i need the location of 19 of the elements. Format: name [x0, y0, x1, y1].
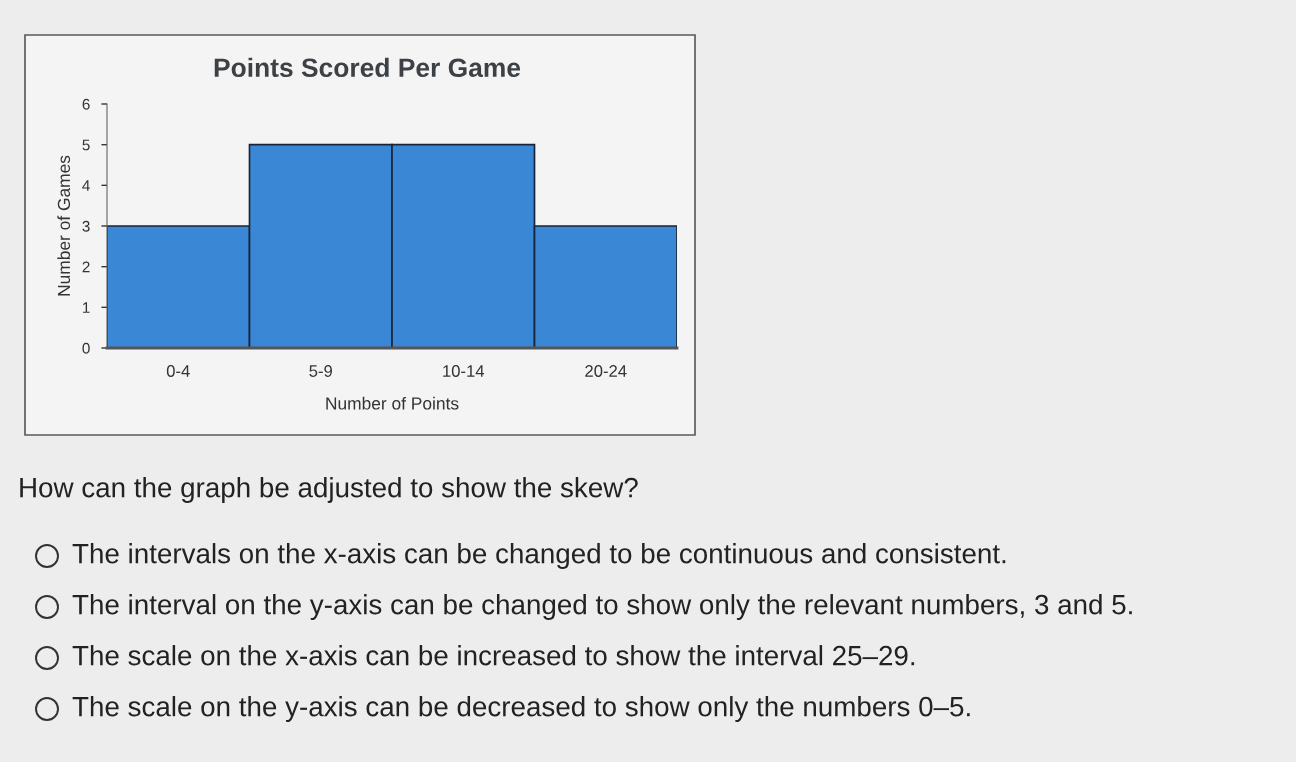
text: The scale on the x-axis can be increased to show the interval 25–29.: [72, 645, 915, 666]
text: The interval on the y-axis can be changed to show only the relevant numbers, 3 and 5.: [72, 594, 1132, 620]
text: The scale on the y-axis can be decreased to show only the numbers 0–5.: [72, 696, 970, 722]
y-tick-label: 4: [82, 180, 90, 191]
chart-title: Points Scored Per Game: [214, 57, 521, 78]
y-tick-label: 0: [82, 342, 90, 354]
x-tick-label: 5-9: [309, 365, 333, 377]
x-axis-title: Number of Points: [326, 396, 459, 410]
x-tick-label: 0-4: [166, 365, 190, 377]
y-tick-label: 3: [82, 220, 90, 232]
y-axis-title: Number of Games: [57, 155, 71, 296]
x-tick-label: 20-24: [585, 365, 627, 377]
y-tick-label: 6: [82, 98, 90, 110]
y-tick-label: 1: [83, 302, 90, 313]
y-tick-label: 2: [82, 261, 90, 273]
text: How can the graph be adjusted to show the skew?: [20, 477, 638, 503]
text: The intervals on the x-axis can be changed to be continuous and consistent.: [72, 543, 1006, 569]
x-tick-label: 10-14: [443, 365, 485, 377]
y-tick-label: 5: [82, 139, 90, 151]
